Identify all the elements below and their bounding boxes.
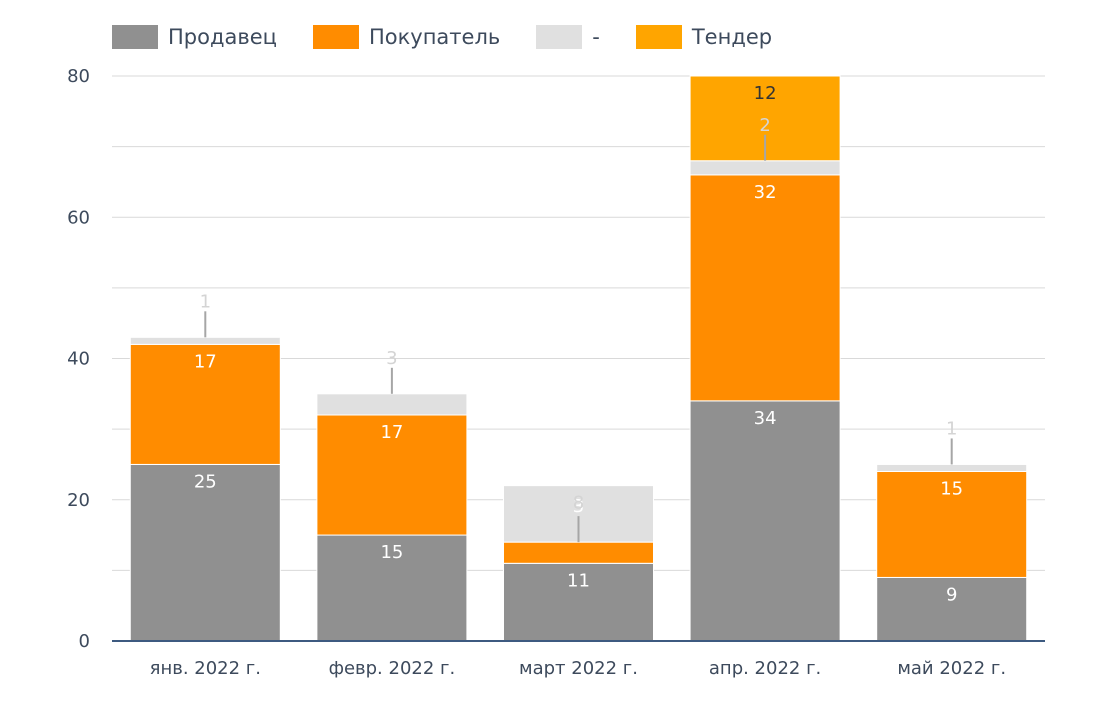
bar-segment[interactable] <box>316 534 468 642</box>
leader-lines <box>204 134 953 543</box>
legend-item-buyer[interactable]: Покупатель <box>312 25 501 49</box>
legend-swatch-seller <box>112 25 158 49</box>
bar-segment[interactable] <box>129 463 281 642</box>
data-label: 34 <box>754 408 777 429</box>
data-label: 32 <box>754 182 777 203</box>
data-label: 2 <box>759 115 770 136</box>
data-label: 17 <box>194 351 217 372</box>
legend-label-dash: - <box>592 25 600 49</box>
legend-item-seller[interactable]: Продавец <box>112 25 277 49</box>
bar-segment[interactable] <box>689 160 841 176</box>
data-label: 1 <box>200 291 211 312</box>
legend-item-dash[interactable]: - <box>536 25 600 49</box>
bar-segment[interactable] <box>689 174 841 402</box>
bar-segment[interactable] <box>316 414 468 536</box>
data-label: 9 <box>946 584 957 605</box>
y-tick-label: 20 <box>67 490 90 511</box>
legend-label-buyer: Покупатель <box>368 25 501 49</box>
legend-item-tender[interactable]: Тендер <box>635 25 773 49</box>
x-tick-label: май 2022 г. <box>897 658 1006 679</box>
data-label: 12 <box>754 83 777 104</box>
legend-swatch-tender <box>635 25 682 49</box>
x-tick-label: апр. 2022 г. <box>709 658 821 679</box>
data-label: 15 <box>380 542 403 563</box>
bar-segment[interactable] <box>876 471 1028 578</box>
x-tick-label: март 2022 г. <box>519 658 638 679</box>
bar-segment[interactable] <box>129 336 281 345</box>
y-tick-label: 40 <box>67 349 90 370</box>
y-tick-label: 0 <box>79 631 90 652</box>
bar-segment[interactable] <box>876 463 1028 472</box>
bar-segment[interactable] <box>316 393 468 416</box>
y-tick-label: 80 <box>67 66 90 87</box>
y-axis: 0 20 40 60 80 <box>67 66 90 652</box>
bars <box>129 75 1028 642</box>
data-label: 15 <box>940 479 963 500</box>
x-axis: янв. 2022 г. февр. 2022 г. март 2022 г. апр… <box>112 640 1045 679</box>
bar-segment[interactable] <box>689 400 841 642</box>
data-label: 11 <box>567 570 590 591</box>
data-label: 3 <box>573 496 584 517</box>
bar-segment[interactable] <box>129 343 281 465</box>
y-tick-label: 60 <box>67 207 90 228</box>
legend-swatch-buyer <box>312 25 359 49</box>
bar-segment[interactable] <box>503 562 654 642</box>
data-label: 1 <box>946 418 957 439</box>
x-tick-label: янв. 2022 г. <box>150 658 261 679</box>
data-label: 17 <box>380 422 403 443</box>
legend-label-tender: Тендер <box>691 25 773 49</box>
data-label: 3 <box>386 348 397 369</box>
bar-segment[interactable] <box>503 541 654 564</box>
legend-swatch-dash <box>536 25 583 49</box>
legend: Продавец Покупатель - Тендер <box>112 22 808 52</box>
legend-label-seller: Продавец <box>168 25 277 49</box>
x-tick-label: февр. 2022 г. <box>329 658 456 679</box>
data-label: 8 <box>573 493 584 514</box>
data-label: 25 <box>194 471 217 492</box>
bar-segment[interactable] <box>876 576 1028 642</box>
